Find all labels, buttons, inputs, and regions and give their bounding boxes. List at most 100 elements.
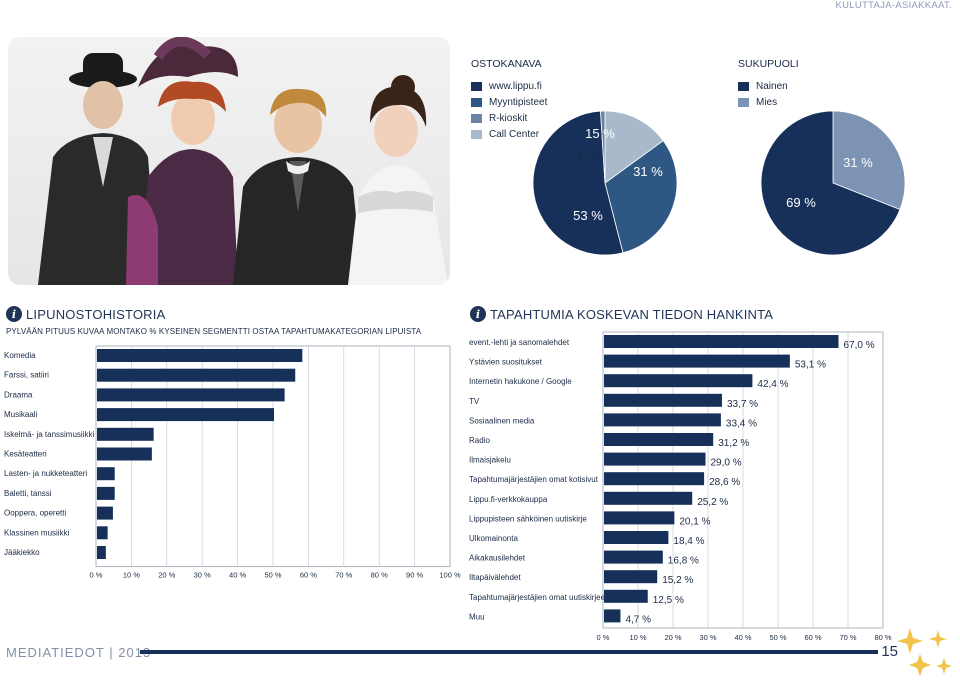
data-label: 4,7 %: [625, 614, 651, 625]
legend-label: R-kioskit: [489, 112, 528, 124]
page-number: 15: [881, 643, 898, 660]
bar: [97, 427, 154, 441]
legend-swatch: [471, 81, 482, 91]
x-tick-label: 50 %: [769, 633, 786, 642]
category-label: Tapahtumajärjestäjien omat kotisivut: [469, 475, 599, 484]
data-label: 16,8 %: [668, 556, 699, 567]
figure-woman-white: [348, 75, 448, 285]
x-tick-label: 70 %: [335, 571, 352, 580]
legend-label: Nainen: [756, 80, 788, 92]
bar: [604, 531, 669, 544]
bar: [604, 433, 714, 446]
category-label: Muu: [469, 612, 485, 621]
legend-item-rkioskit: R-kioskit: [471, 110, 547, 126]
category-label: Ilmaisjakelu: [469, 456, 511, 465]
data-label: 53,1 %: [795, 360, 826, 371]
lipunostohistoria-title: LIPUNOSTOHISTORIA: [26, 307, 166, 322]
figure-man-tie: [233, 88, 363, 285]
bar: [97, 546, 106, 559]
tiedonhankinta-chart: event.-lehti ja sanomalehdet 67,0 % Ystävi…: [469, 331, 892, 642]
pie-label: 69 %: [786, 195, 816, 210]
tiedonhankinta-title: TAPAHTUMIA KOSKEVAN TIEDON HANKINTA: [490, 307, 774, 322]
bar: [604, 570, 658, 584]
bar: [604, 472, 705, 486]
category-label: Sosiaalinen media: [469, 416, 535, 425]
category-label: Musikaali: [4, 410, 38, 419]
legend-label: Myyntipisteet: [489, 96, 548, 108]
bar: [604, 374, 753, 388]
x-tick-label: 20 %: [664, 633, 681, 642]
category-label: Kesäteatteri: [4, 450, 47, 459]
pie-slice: [832, 110, 906, 211]
legend-swatch: [738, 81, 749, 91]
category-label: Draama: [4, 390, 33, 399]
bar: [604, 511, 675, 525]
x-tick-label: 80 %: [874, 633, 891, 642]
bar: [604, 354, 790, 368]
section-label: KULUTTAJA-ASIAKKAAT.: [835, 0, 952, 11]
footer-brand: MEDIATIEDOT | 2013: [6, 645, 152, 660]
bar: [604, 589, 648, 603]
category-label: Farssi, satiiri: [4, 371, 49, 380]
bar: [604, 335, 839, 348]
bar: [97, 388, 285, 402]
legend-label: Mies: [756, 96, 778, 108]
footer-rule: [140, 650, 878, 654]
bar: [97, 526, 108, 540]
category-label: Aikakausilehdet: [469, 554, 526, 563]
x-tick-label: 90 %: [406, 571, 423, 580]
legend-item-callcenter: Call Center: [471, 126, 547, 142]
bar: [97, 447, 152, 461]
legend-item-lippufi: www.lippu.fi: [471, 78, 547, 94]
x-tick-label: 40 %: [229, 571, 246, 580]
category-label: Lippupisteen sähköinen uutiskirje: [469, 514, 587, 523]
pie-slice: [604, 140, 678, 254]
x-tick-label: 40 %: [734, 633, 751, 642]
legend-swatch: [738, 97, 749, 107]
pie-slice: [532, 110, 624, 256]
category-label: Lasten- ja nukketeatteri: [4, 469, 87, 478]
sukupuoli-legend: Nainen Mies: [738, 78, 788, 110]
cast-photo: [8, 37, 450, 285]
data-label: 28,6 %: [709, 477, 740, 488]
sukupuoli-title: SUKUPUOLI: [738, 58, 799, 70]
figure-woman-feather-hat: [126, 37, 238, 285]
category-label: event.-lehti ja sanomalehdet: [469, 338, 570, 347]
x-tick-label: 10 %: [123, 571, 140, 580]
category-label: Lippu.fi-verkkokauppa: [469, 495, 548, 504]
bar: [97, 506, 113, 520]
x-tick-label: 20 %: [158, 571, 175, 580]
category-label: TV: [469, 397, 480, 406]
x-tick-label: 100 %: [439, 571, 461, 580]
legend-item-myyntipisteet: Myyntipisteet: [471, 94, 547, 110]
pie-label: 15 %: [585, 126, 615, 141]
category-label: Internetin hakukone / Google: [469, 377, 572, 386]
data-label: 67,0 %: [844, 340, 875, 351]
data-label: 29,0 %: [711, 458, 742, 469]
pie-label: 53 %: [573, 208, 603, 223]
x-tick-label: 70 %: [839, 633, 856, 642]
pie-slice: [600, 110, 606, 184]
ostokanava-legend: www.lippu.fi Myyntipisteet R-kioskit Cal…: [471, 78, 547, 142]
bar: [97, 349, 303, 362]
legend-item-nainen: Nainen: [738, 78, 788, 94]
lipunostohistoria-subtitle: PYLVÄÄN PITUUS KUVAA MONTAKO % KYSEINEN …: [6, 327, 422, 336]
legend-label: Call Center: [489, 128, 540, 140]
x-tick-label: 0 %: [597, 633, 610, 642]
category-label: Ystävien suositukset: [469, 358, 543, 367]
legend-label: www.lippu.fi: [489, 80, 542, 92]
category-label: Baletti, tanssi: [4, 489, 52, 498]
x-tick-label: 50 %: [264, 571, 281, 580]
pie-slice: [604, 110, 664, 184]
data-label: 20,1 %: [679, 516, 710, 527]
data-label: 31,2 %: [718, 438, 749, 449]
bar: [604, 393, 722, 407]
x-tick-label: 60 %: [804, 633, 821, 642]
category-label: Komedia: [4, 351, 36, 360]
pie-label: 1 %: [577, 148, 600, 163]
data-label: 33,7 %: [727, 399, 758, 410]
category-label: Iltapäivälehdet: [469, 573, 521, 582]
ostokanava-title: OSTOKANAVA: [471, 58, 542, 70]
x-tick-label: 0 %: [90, 571, 103, 580]
data-label: 33,4 %: [726, 418, 757, 429]
